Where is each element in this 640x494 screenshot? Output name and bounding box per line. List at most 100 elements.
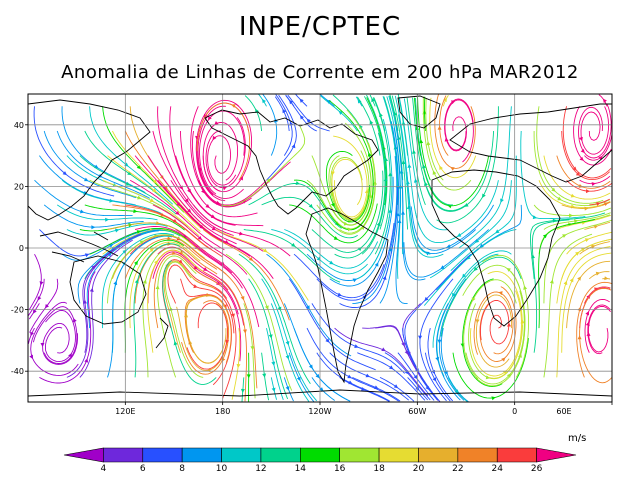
streamline-arrow	[551, 187, 556, 192]
streamline-arrow	[471, 297, 476, 302]
streamline-arrow	[388, 172, 393, 177]
streamline-arrow	[136, 165, 142, 170]
colorbar-swatch	[103, 447, 144, 463]
streamline-arrow	[381, 347, 386, 352]
streamline-arrow	[450, 166, 455, 171]
colorbar-swatch	[339, 447, 380, 463]
colorbar-swatch	[221, 447, 262, 463]
streamline-arrow	[40, 342, 45, 347]
streamline-arrow	[152, 188, 157, 193]
streamline-arrow	[498, 291, 503, 296]
streamline-arrow	[418, 335, 423, 340]
streamline-arrow	[401, 210, 406, 215]
streamline-arrow	[108, 244, 114, 248]
streamline-arrow	[456, 232, 462, 237]
map-subtitle: Anomalia de Linhas de Corrente em 200 hP…	[61, 62, 579, 83]
streamline-arrow	[91, 265, 96, 270]
colorbar-swatch	[457, 447, 498, 463]
lon-tick-label: 180	[215, 407, 230, 416]
streamline-arrow	[575, 251, 580, 256]
streamline-arrow	[347, 374, 352, 379]
streamline-arrow	[305, 305, 310, 310]
streamline-arrow	[137, 195, 142, 200]
lon-tick-label: 0	[512, 407, 517, 416]
streamline-arrow	[404, 350, 409, 355]
coastline-eurasia	[449, 103, 612, 183]
lat-tick-label: -20	[11, 306, 24, 315]
streamline-arrow	[569, 277, 574, 283]
streamline-arrow	[357, 99, 362, 104]
streamline-arrow	[193, 265, 198, 270]
streamline-arrow	[501, 357, 506, 362]
streamline-arrow	[369, 120, 374, 125]
streamline-arrow	[299, 98, 304, 103]
streamline-arrow	[578, 184, 584, 188]
streamline-arrow	[435, 356, 440, 362]
streamline-arrow	[62, 171, 67, 176]
streamline-arrow	[84, 358, 89, 363]
streamlines-layer	[28, 94, 612, 402]
streamline-arrow	[149, 198, 155, 202]
streamline-arrow	[549, 279, 554, 284]
lat-tick-label: 0	[19, 244, 24, 253]
streamline-arrow	[82, 299, 87, 304]
colorbar-label: 4	[101, 464, 107, 474]
colorbar-swatch	[378, 447, 419, 463]
streamline-arrow	[205, 203, 210, 209]
streamline-arrow	[595, 271, 601, 276]
streamline-arrow	[184, 313, 189, 318]
colorbar-swatch	[300, 447, 340, 463]
coastline-east-asia	[28, 99, 151, 221]
streamline-arrow	[413, 178, 418, 183]
streamline-arrow	[542, 234, 548, 239]
streamline-arrow	[454, 389, 459, 394]
streamline-arrow	[29, 354, 33, 360]
streamline-arrow	[45, 303, 49, 309]
streamline-arrow	[30, 331, 34, 337]
streamline-arrow	[585, 321, 590, 326]
streamline-arrow	[165, 263, 170, 268]
streamline-arrow	[114, 228, 120, 233]
streamline-arrow	[383, 177, 388, 182]
streamline-arrow	[443, 97, 447, 103]
streamline-arrow	[602, 98, 607, 103]
streamline-arrow	[268, 334, 273, 339]
coastline-layer	[28, 95, 612, 397]
streamline-arrow	[406, 204, 411, 210]
streamline-arrow	[236, 363, 241, 369]
streamline-arrow	[133, 209, 138, 214]
coastline-maritime-continent	[39, 231, 119, 263]
streamline-arrow	[570, 193, 576, 198]
streamline-arrow	[134, 279, 139, 284]
streamline-arrow	[579, 156, 584, 161]
streamline-arrow	[152, 179, 157, 184]
streamline-arrow	[242, 199, 247, 204]
streamline-arrow	[603, 202, 609, 207]
streamline-arrow	[159, 175, 164, 180]
colorbar-label: 6	[140, 464, 146, 474]
streamline-arrow	[425, 385, 430, 391]
streamline-arrow	[37, 296, 42, 301]
colorbar-label: 16	[334, 464, 346, 474]
streamline-arrow	[285, 386, 290, 391]
colorbar-swatch	[536, 447, 577, 463]
streamline-arrow	[149, 248, 155, 253]
lat-axis: 40 20 0 -20 -40	[11, 121, 28, 376]
streamline-arrow	[440, 265, 445, 270]
streamline-arrow	[432, 377, 437, 382]
streamline-arrow	[507, 322, 512, 327]
streamline-arrow	[575, 171, 581, 176]
streamline-arrow	[462, 273, 467, 278]
streamline-arrow	[122, 249, 127, 254]
streamline-arrow	[84, 253, 90, 258]
streamline-arrow	[419, 139, 424, 144]
streamline-arrow	[239, 176, 243, 181]
streamline-arrow	[354, 344, 359, 349]
streamline-arrow	[520, 319, 525, 324]
coastline-africa	[431, 169, 561, 327]
streamline-arrow	[495, 229, 500, 234]
streamline-arrow	[367, 152, 372, 157]
streamline-arrow	[282, 108, 287, 114]
streamline-arrow	[155, 285, 160, 290]
streamline-arrow	[167, 236, 172, 241]
